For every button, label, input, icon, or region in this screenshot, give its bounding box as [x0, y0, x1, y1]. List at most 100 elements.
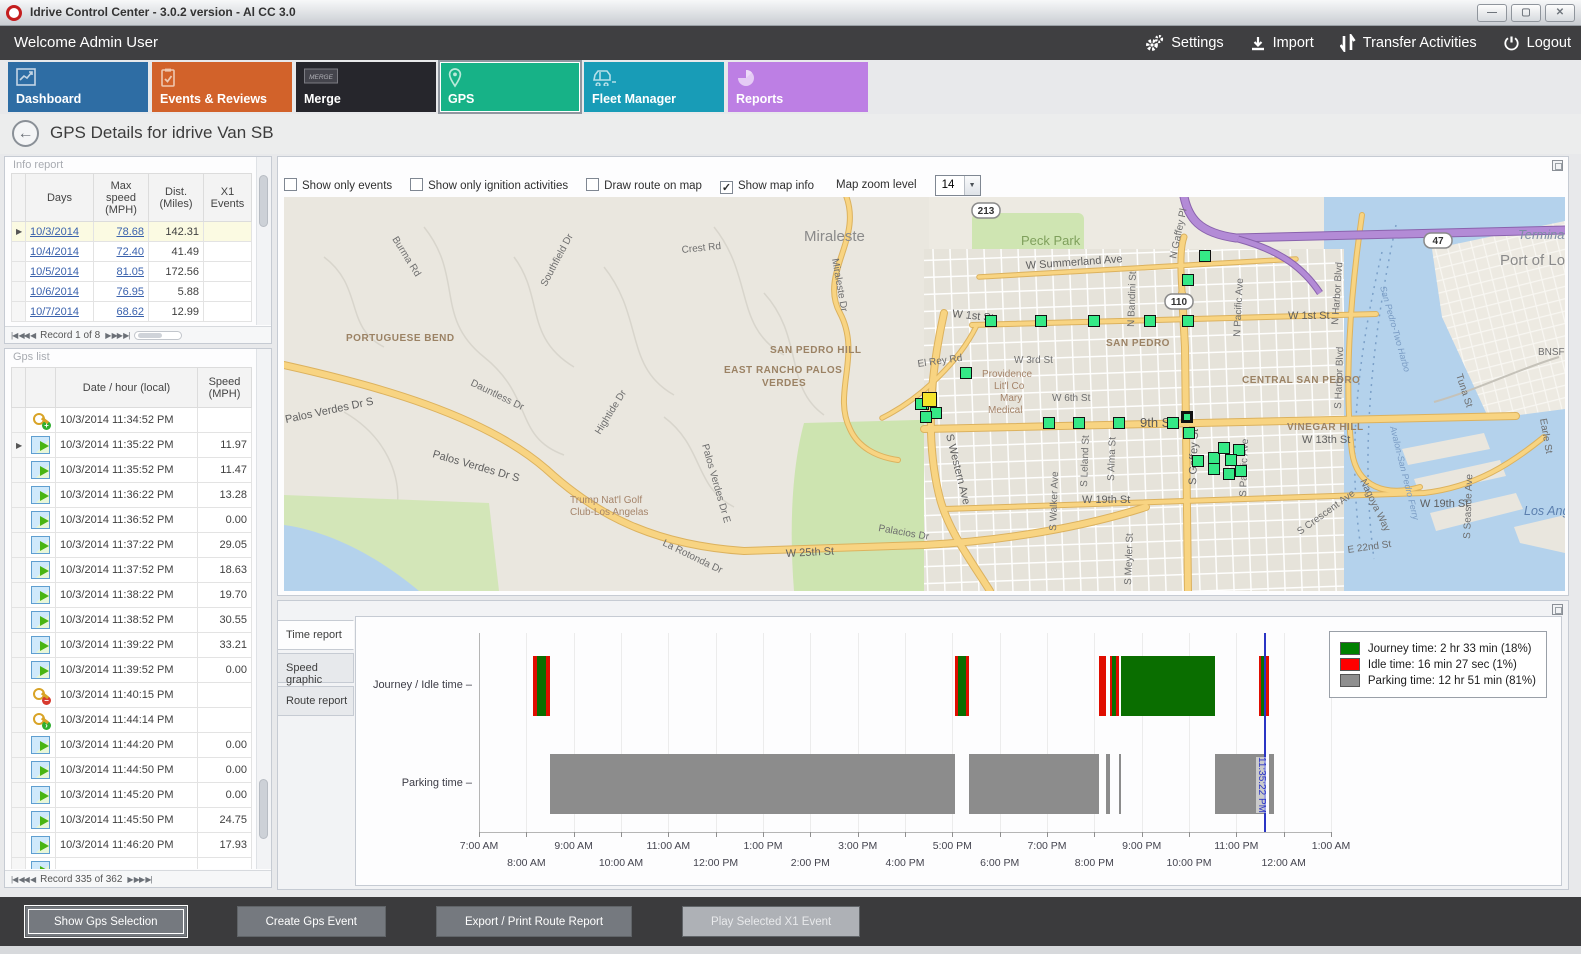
chart-tick-label: 1:00 AM	[1311, 840, 1351, 852]
tab-merge[interactable]: MERGE Merge	[296, 62, 436, 112]
checkbox-icon[interactable]	[586, 178, 600, 191]
map-marker[interactable]	[960, 367, 972, 379]
checkbox-icon[interactable]	[284, 178, 297, 191]
map-marker[interactable]	[1225, 454, 1237, 466]
chart-gridline	[763, 633, 764, 832]
tab-reports[interactable]: Reports	[728, 62, 868, 112]
gps-list-row[interactable]: +10/3/2014 11:34:52 PM	[11, 407, 252, 433]
tab-events-reviews[interactable]: Events & Reviews	[152, 62, 292, 112]
dropdown-arrow-icon[interactable]: ▼	[963, 175, 980, 195]
map-marker[interactable]	[1233, 444, 1245, 456]
map-marker[interactable]	[1144, 315, 1156, 327]
menu-item-logout[interactable]: Logout	[1503, 35, 1571, 52]
map-marker[interactable]	[1043, 417, 1055, 429]
info-report-row[interactable]: 10/4/2014 72.40 41.49	[11, 241, 252, 262]
gps-list-row[interactable]: ▶ 10/3/2014 11:35:22 PM 11.97	[11, 432, 252, 458]
map-marker[interactable]	[1218, 442, 1230, 454]
info-hscrollbar[interactable]	[134, 330, 183, 340]
gps-list-row[interactable]: 10/3/2014 11:45:50 PM 24.75	[11, 807, 252, 833]
gps-list-row[interactable]	[11, 857, 252, 869]
back-button[interactable]: ←	[12, 120, 39, 147]
bottom-strip	[0, 946, 1581, 954]
chart-panel-collapse-icon[interactable]	[1552, 604, 1563, 615]
gps-list-row[interactable]: 10/3/2014 11:36:22 PM 13.28	[11, 482, 252, 508]
gps-list-row[interactable]: 10/3/2014 11:44:20 PM 0.00	[11, 732, 252, 758]
map-marker[interactable]	[920, 411, 932, 423]
bottom-tab-route-report[interactable]: Route report	[277, 686, 354, 716]
map-zoom-level-select[interactable]: 14 ▼	[934, 174, 981, 196]
tab-fleet-manager[interactable]: Fleet Manager	[584, 62, 724, 112]
map-marker[interactable]	[1208, 463, 1220, 475]
info-col-header[interactable]: X1 Events	[203, 173, 252, 222]
map-viewport[interactable]: RoadAerialBird's eye|Labels« ▲ ▼ ◀ ▶ ⊕ ⊖…	[284, 197, 1565, 591]
map-marker[interactable]	[1035, 315, 1047, 327]
gps-col-header[interactable]	[25, 367, 56, 408]
gps-list-row[interactable]: 10/3/2014 11:35:52 PM 11.47	[11, 457, 252, 483]
checkbox-icon[interactable]: ✓	[719, 181, 733, 194]
info-col-header[interactable]: Max speed (MPH)	[93, 173, 149, 222]
title-bar[interactable]: Idrive Control Center - 3.0.2 version - …	[0, 0, 1581, 26]
info-report-scrollbar[interactable]	[256, 157, 271, 325]
info-col-header[interactable]: Days	[25, 173, 94, 222]
checkbox-show-map-info[interactable]: ✓ Show map info	[719, 176, 814, 194]
gps-col-header[interactable]	[11, 367, 26, 408]
gps-list-row[interactable]: 10/3/2014 11:38:52 PM 30.55	[11, 607, 252, 633]
gps-list-row[interactable]: −10/3/2014 11:40:15 PM	[11, 682, 252, 708]
gps-list-row[interactable]: 10/3/2014 11:37:22 PM 29.05	[11, 532, 252, 558]
gps-list-row[interactable]: 10/3/2014 11:38:22 PM 19.70	[11, 582, 252, 608]
map-marker[interactable]	[985, 315, 997, 327]
info-report-row[interactable]: 10/7/2014 68.62 12.99	[11, 301, 252, 322]
gps-list-pager[interactable]: |◀ ◀◀ ◀ Record 335 of 362 ▶ ▶▶ ▶|	[5, 870, 271, 887]
map-panel-collapse-icon[interactable]	[1552, 160, 1563, 171]
create-gps-event-button[interactable]: Create Gps Event	[236, 906, 386, 937]
gps-list-row[interactable]: 10/3/2014 11:36:52 PM 0.00	[11, 507, 252, 533]
gps-list-row[interactable]: 10/3/2014 11:37:52 PM 18.63	[11, 557, 252, 583]
checkbox-show-only-events[interactable]: Show only events	[284, 176, 392, 194]
map-marker[interactable]	[1192, 455, 1204, 467]
gps-list-scrollbar[interactable]	[256, 349, 271, 869]
info-report-row[interactable]: ▶ 10/3/2014 78.68 142.31	[11, 221, 252, 242]
close-button[interactable]: ✕	[1545, 4, 1575, 22]
map-marker-selected[interactable]	[922, 392, 937, 407]
gps-list-row[interactable]: 10/3/2014 11:46:20 PM 17.93	[11, 832, 252, 858]
gps-col-header[interactable]: Date / hour (local)	[55, 367, 198, 408]
map-marker[interactable]	[1088, 315, 1100, 327]
export-print-route-report-button[interactable]: Export / Print Route Report	[435, 906, 633, 937]
checkbox-icon[interactable]	[410, 178, 424, 191]
map-marker[interactable]	[1223, 468, 1235, 480]
show-gps-selection-button[interactable]: Show Gps Selection	[25, 906, 187, 937]
maximize-button[interactable]: ▢	[1511, 4, 1541, 22]
tab-dashboard[interactable]: Dashboard	[8, 62, 148, 112]
map-marker-bold[interactable]	[1181, 411, 1193, 423]
gps-list-row[interactable]: › 10/3/2014 11:44:14 PM	[11, 707, 252, 733]
gps-list-row[interactable]: 10/3/2014 11:39:22 PM 33.21	[11, 632, 252, 658]
map-marker[interactable]	[1113, 417, 1125, 429]
gps-list-row[interactable]: 10/3/2014 11:45:20 PM 0.00	[11, 782, 252, 808]
map-marker[interactable]	[1167, 417, 1179, 429]
map-marker[interactable]	[1183, 427, 1195, 439]
menu-item-settings[interactable]: Settings	[1145, 34, 1224, 52]
map-marker[interactable]	[1199, 250, 1211, 262]
gps-col-header[interactable]: Speed (MPH)	[197, 367, 252, 408]
menu-item-label: Settings	[1171, 35, 1224, 51]
map-marker[interactable]	[1182, 315, 1194, 327]
window-title: Idrive Control Center - 3.0.2 version - …	[30, 5, 296, 19]
gps-list-row[interactable]: 10/3/2014 11:44:50 PM 0.00	[11, 757, 252, 783]
info-report-pager[interactable]: |◀ ◀◀ ◀ Record 1 of 8 ▶ ▶▶ ▶|	[5, 326, 271, 343]
menu-item-transfer-activities[interactable]: Transfer Activities	[1339, 34, 1477, 52]
checkbox-draw-route-on-map[interactable]: Draw route on map	[586, 176, 702, 194]
bottom-tab-speed-graphic[interactable]: Speed graphic	[277, 653, 354, 686]
minimize-button[interactable]: —	[1477, 4, 1507, 22]
map-marker[interactable]	[1235, 465, 1247, 477]
bottom-tab-time-report[interactable]: Time report	[277, 620, 354, 650]
chart-gridline	[526, 633, 528, 832]
info-report-row[interactable]: 10/6/2014 76.95 5.88	[11, 281, 252, 302]
map-marker[interactable]	[1073, 417, 1085, 429]
gps-list-row[interactable]: 10/3/2014 11:39:52 PM 0.00	[11, 657, 252, 683]
info-col-header[interactable]: Dist. (Miles)	[148, 173, 204, 222]
map-marker[interactable]	[1182, 274, 1194, 286]
checkbox-show-only-ignition-activities[interactable]: Show only ignition activities	[410, 176, 568, 194]
menu-item-import[interactable]: Import	[1250, 35, 1314, 52]
info-report-row[interactable]: 10/5/2014 81.05 172.56	[11, 261, 252, 282]
tab-gps[interactable]: GPS	[440, 62, 580, 112]
